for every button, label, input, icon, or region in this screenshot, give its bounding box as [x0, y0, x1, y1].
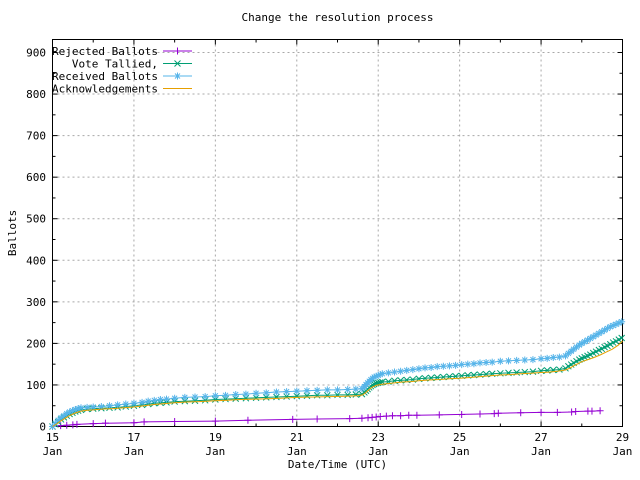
y-tick-label: 700 — [26, 130, 46, 143]
chart-title: Change the resolution process — [241, 11, 433, 24]
legend-label-acknowledgements: Acknowledgements — [52, 83, 158, 96]
legend-marker-received-ballots — [174, 72, 181, 80]
grid-lines — [52, 39, 623, 427]
legend-marker-rejected-ballots — [174, 47, 181, 55]
legend-label-rejected-ballots: Rejected Ballots — [52, 45, 158, 58]
x-tick-label-month: Jan — [205, 445, 225, 458]
x-tick-label-month: Jan — [368, 445, 388, 458]
x-tick-label-day: 19 — [209, 431, 222, 444]
y-tick-label: 600 — [26, 171, 46, 184]
x-tick-label-month: Jan — [43, 445, 63, 458]
y-tick-label: 100 — [26, 379, 46, 392]
x-tick-label-month: Jan — [287, 445, 307, 458]
y-axis-label: Ballots — [6, 210, 19, 256]
x-tick-label-month: Jan — [531, 445, 551, 458]
y-tick-label: 400 — [26, 254, 46, 267]
legend-label-vote-tallied: Vote Tallied, — [72, 58, 158, 71]
data-series — [49, 318, 626, 430]
x-tick-label-day: 27 — [534, 431, 547, 444]
x-tick-label-month: Jan — [450, 445, 470, 458]
y-tick-label: 900 — [26, 47, 46, 60]
x-tick-label-month: Jan — [124, 445, 144, 458]
x-tick-label-day: 23 — [372, 431, 385, 444]
axis-tick-labels: 15Jan17Jan19Jan21Jan23Jan25Jan27Jan29Jan… — [26, 47, 632, 459]
x-tick-label-day: 29 — [616, 431, 629, 444]
x-tick-label-month: Jan — [613, 445, 633, 458]
x-axis-label: Date/Time (UTC) — [288, 458, 387, 471]
x-tick-label-day: 21 — [290, 431, 303, 444]
x-tick-label-day: 15 — [46, 431, 59, 444]
y-tick-label: 0 — [39, 421, 46, 434]
legend-label-received-ballots: Received Ballots — [52, 70, 158, 83]
y-tick-label: 300 — [26, 296, 46, 309]
y-tick-label: 200 — [26, 337, 46, 350]
x-tick-label-day: 25 — [453, 431, 466, 444]
x-tick-label-day: 17 — [127, 431, 140, 444]
acknowledgements-line — [52, 340, 623, 427]
y-tick-label: 800 — [26, 88, 46, 101]
y-tick-label: 500 — [26, 213, 46, 226]
legend-marker-vote-tallied — [174, 60, 181, 67]
